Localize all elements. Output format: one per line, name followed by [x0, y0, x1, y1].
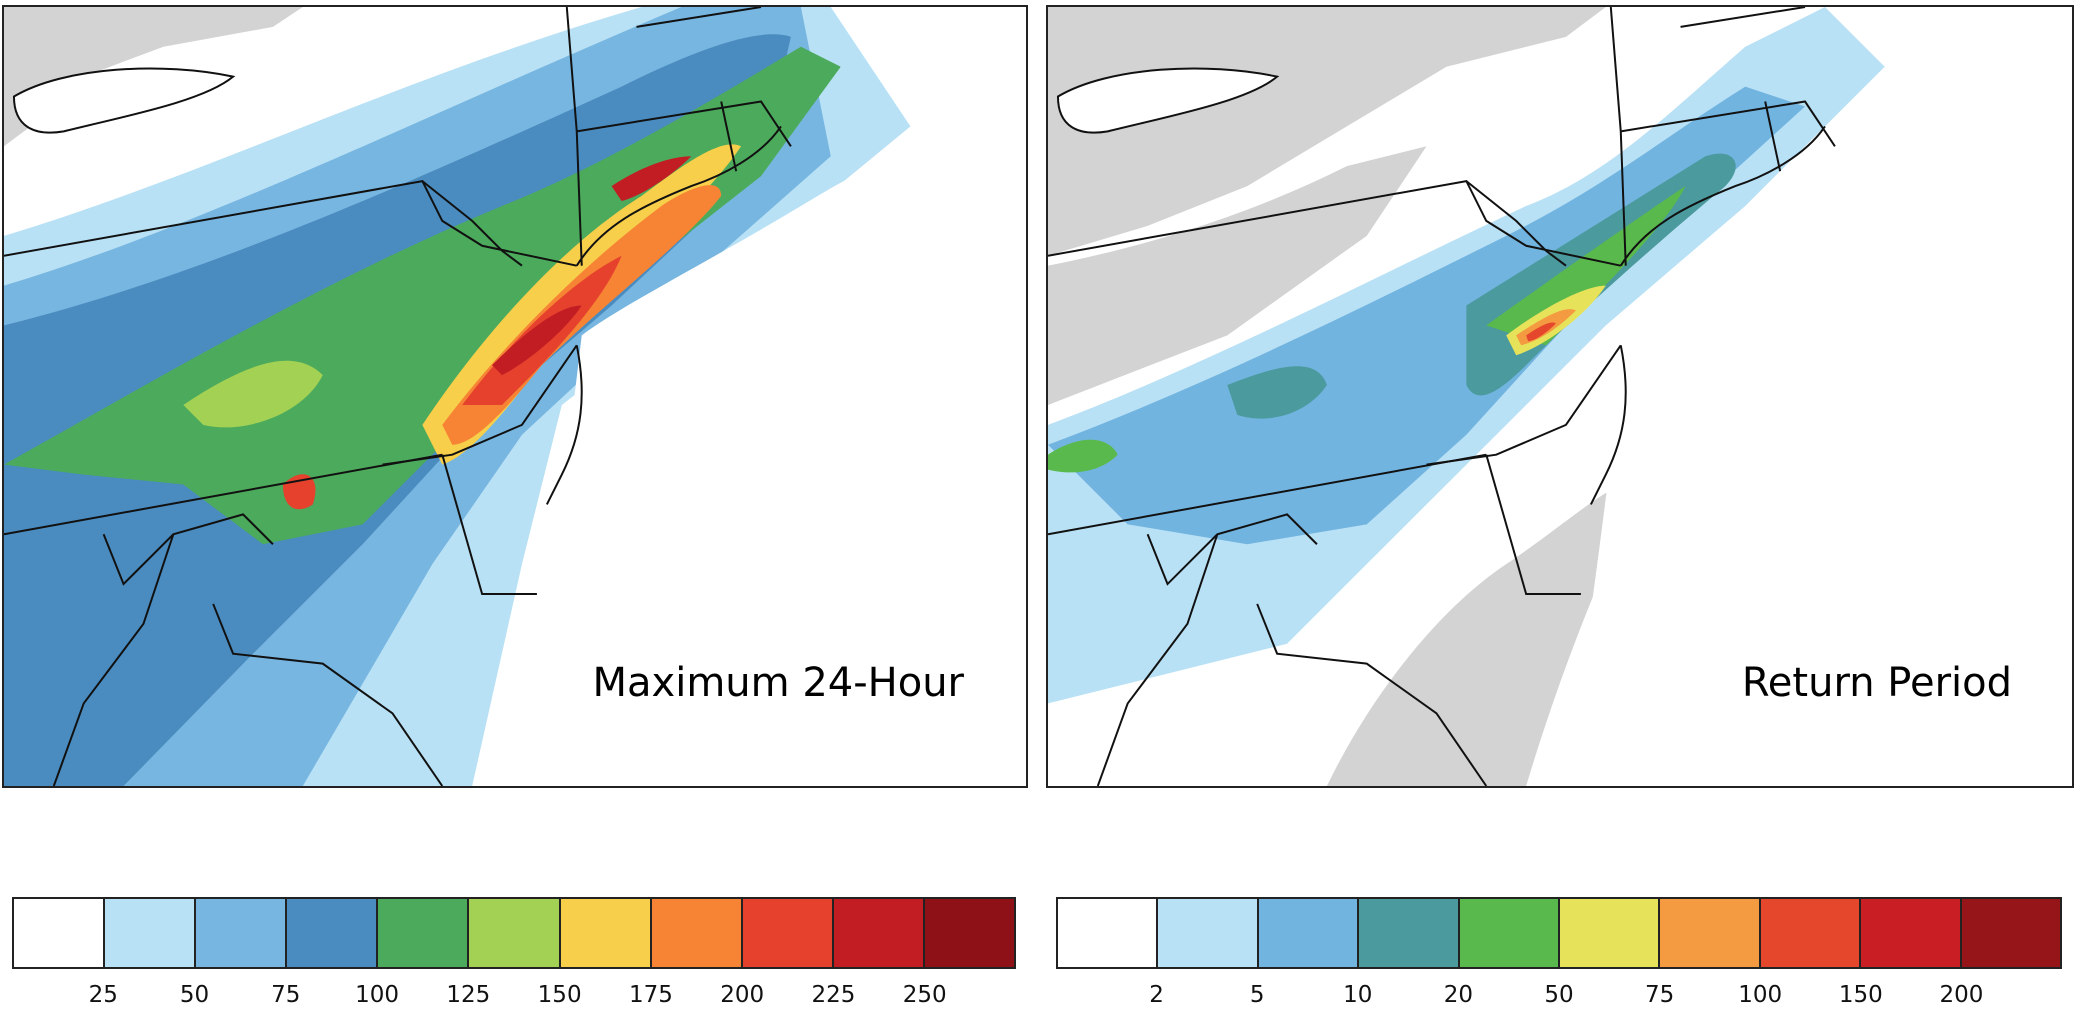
colorbar-tick-label: 200 [1939, 982, 1984, 1008]
band-250 [611, 156, 692, 202]
gray-land-region-west [1048, 146, 1427, 405]
gray-land-region [4, 7, 303, 147]
colorbar-precip [12, 897, 1016, 969]
colorbar-swatch [1560, 899, 1661, 967]
rp-50 [1486, 186, 1686, 346]
colorbar-swatch [1459, 899, 1561, 967]
colorbar-swatch [196, 899, 288, 967]
colorbar-tick-label: 25 [88, 982, 118, 1008]
lake-ontario [12, 67, 236, 134]
precip-map-left [4, 7, 1026, 786]
atlantic-ocean [521, 126, 1026, 786]
colorbar-swatch [378, 899, 470, 967]
colorbar-tick-label: 225 [811, 982, 856, 1008]
colorbar-ticks-return-period: 2 5 10 20 50 75 100 150 200 [1056, 982, 2062, 1014]
lake-ontario-right [1056, 67, 1280, 134]
colorbar-swatch [1258, 899, 1360, 967]
colorbar-swatch [14, 899, 106, 967]
colorbar-ticks-precip: 25 50 75 100 125 150 175 200 225 250 [12, 982, 1016, 1014]
rp-150 [1526, 322, 1557, 342]
colorbar-swatch [742, 899, 834, 967]
state-borders-right [1048, 7, 1836, 786]
colorbar-tick-label: 10 [1343, 982, 1373, 1008]
map-panel-max-24hour: Maximum 24-Hour [2, 5, 1028, 788]
colorbar-swatch [651, 899, 743, 967]
colorbar-tick-label: 75 [1644, 982, 1675, 1008]
colorbar-tick-label: 2 [1149, 982, 1164, 1008]
gray-land-region-south [1326, 474, 1646, 786]
colorbar-swatch [1760, 899, 1862, 967]
colorbar-tick-label: 100 [355, 982, 400, 1008]
rp-5 [1048, 86, 1806, 545]
colorbar-swatch [287, 899, 379, 967]
colorbar-swatch [469, 899, 561, 967]
colorbar-tick-label: 250 [902, 982, 947, 1008]
colorbar-swatch [1158, 899, 1259, 967]
colorbar-tick-label: 125 [446, 982, 491, 1008]
colorbar-tick-label: 175 [628, 982, 673, 1008]
panel-title: Maximum 24-Hour [592, 660, 964, 706]
colorbar-swatch [1058, 899, 1159, 967]
colorbar-tick-label: 150 [1838, 982, 1883, 1008]
colorbar-swatch [1861, 899, 1962, 967]
colorbar-tick-label: 150 [537, 982, 582, 1008]
colorbar-tick-label: 200 [720, 982, 765, 1008]
colorbar-tick-label: 50 [1544, 982, 1574, 1008]
band-125 [183, 360, 323, 428]
colorbar-swatch [105, 899, 197, 967]
rp-10 [1227, 366, 1327, 419]
colorbar-tick-label: 50 [179, 982, 210, 1008]
precip-map-right [1048, 7, 2072, 786]
colorbar-swatch [1359, 899, 1460, 967]
colorbar-return-period [1056, 897, 2062, 969]
colorbar-tick-label: 75 [271, 982, 301, 1008]
colorbar-swatch [924, 899, 1015, 967]
colorbar-tick-label: 100 [1738, 982, 1783, 1008]
colorbar-swatch [833, 899, 925, 967]
map-panel-return-period: Return Period [1046, 5, 2074, 788]
colorbar-tick-label: 5 [1249, 982, 1265, 1008]
band-225 [492, 305, 582, 376]
state-borders [4, 7, 792, 786]
rp-west-spot [1048, 439, 1118, 473]
atlantic-ocean-right [1565, 126, 2072, 786]
panel-title: Return Period [1741, 660, 2012, 706]
colorbar-tick-label: 20 [1443, 982, 1474, 1008]
colorbar-swatch [1961, 899, 2061, 967]
colorbar-swatch [1660, 899, 1761, 967]
colorbar-swatch [560, 899, 652, 967]
